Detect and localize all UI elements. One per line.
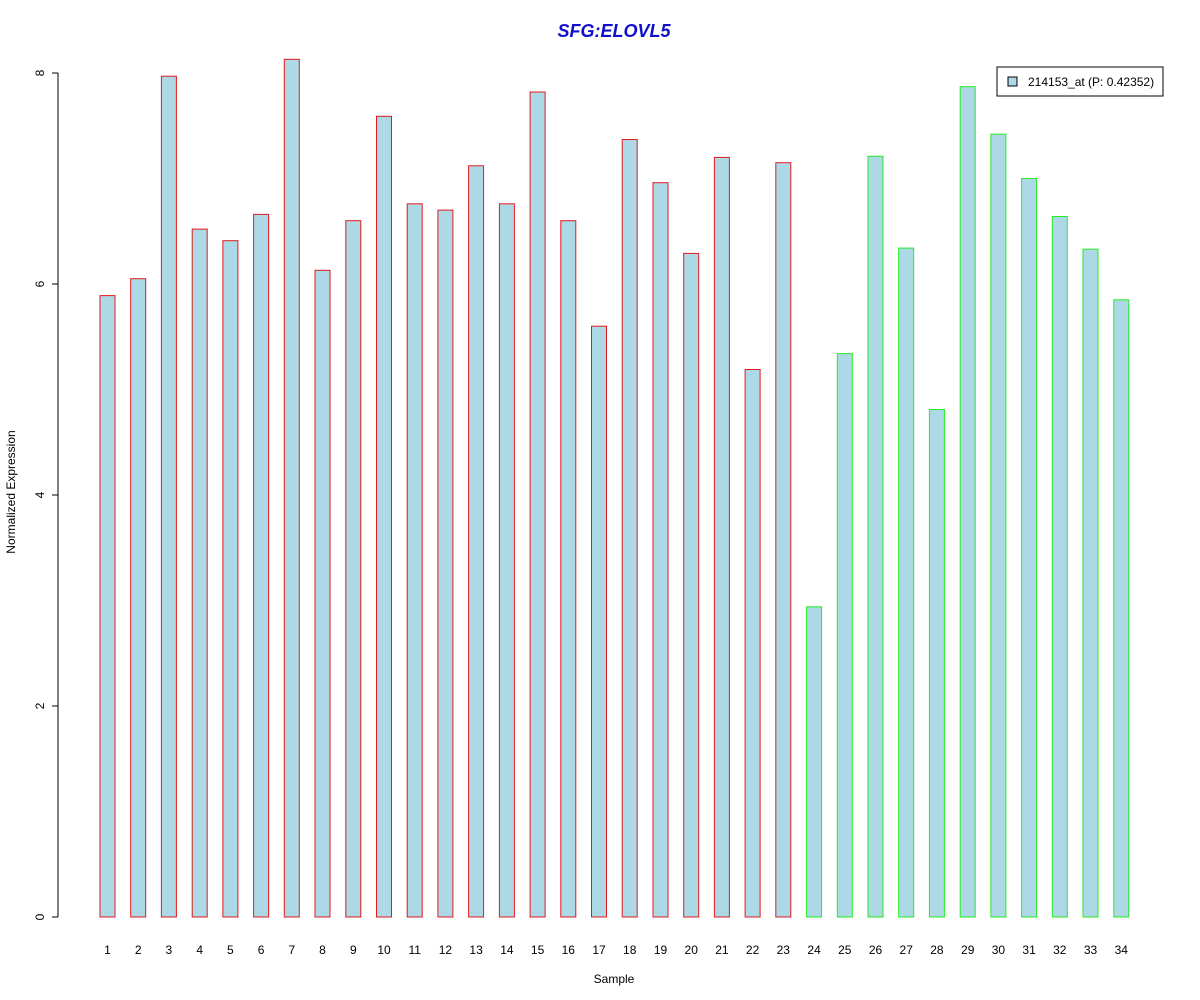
bar-sample-18 <box>621 139 638 918</box>
bar-sample-15 <box>529 91 546 918</box>
bar-sample-6 <box>253 213 270 918</box>
bar-sample-29 <box>959 86 976 918</box>
x-tick-label: 8 <box>319 943 326 957</box>
legend-box <box>996 66 1164 97</box>
x-tick-label: 29 <box>961 943 975 957</box>
legend-series-name: 214153_at (P: 0.42352) <box>1028 75 1154 89</box>
bar-sample-16 <box>560 220 577 918</box>
bar-sample-17 <box>591 325 607 918</box>
bar-sample-20 <box>683 252 700 918</box>
bar-sample-4 <box>191 228 208 918</box>
y-tick-label: 6 <box>33 280 47 287</box>
bar-sample-13 <box>468 165 485 918</box>
x-tick-label: 11 <box>408 943 421 957</box>
y-ticks: 0 2 4 6 8 <box>33 69 58 920</box>
bar-sample-32 <box>1051 216 1068 918</box>
x-axis-label: Sample <box>594 972 635 986</box>
x-tick-label: 17 <box>592 943 606 957</box>
bar-sample-12 <box>437 209 454 918</box>
bar-sample-5 <box>222 240 239 918</box>
bar-sample-3 <box>160 75 177 918</box>
bar-sample-11 <box>406 203 423 918</box>
chart-title: SFG:ELOVL5 <box>557 21 671 41</box>
x-tick-label: 4 <box>196 943 203 957</box>
x-tick-label: 30 <box>992 943 1006 957</box>
x-tick-label: 18 <box>623 943 637 957</box>
bar-sample-14 <box>498 203 515 918</box>
bar-sample-21 <box>713 156 730 918</box>
bar-sample-9 <box>345 220 362 918</box>
x-tick-label: 33 <box>1084 943 1098 957</box>
bar-sample-31 <box>1021 178 1038 918</box>
x-tick-label: 31 <box>1022 943 1036 957</box>
x-tick-label: 16 <box>562 943 576 957</box>
bar-sample-1 <box>99 295 116 918</box>
x-tick-label: 28 <box>930 943 944 957</box>
bar-sample-27 <box>898 247 915 918</box>
y-tick-label: 4 <box>33 491 47 498</box>
x-tick-label: 14 <box>500 943 514 957</box>
x-tick-labels: 1 2 3 4 5 6 7 8 9 10 11 12 13 14 15 16 17 18 19 20 21 22 23 24 2… <box>104 943 1128 957</box>
x-tick-label: 5 <box>227 943 234 957</box>
bar-sample-28 <box>928 409 945 918</box>
bar-sample-33 <box>1082 248 1099 918</box>
bar-sample-25 <box>836 353 853 918</box>
legend: 214153_at (P: 0.42352) <box>996 66 1164 97</box>
x-tick-label: 13 <box>469 943 483 957</box>
bar-sample-34 <box>1113 299 1130 918</box>
y-tick-label: 8 <box>33 69 47 76</box>
bar-sample-19 <box>652 182 669 918</box>
x-tick-label: 25 <box>838 943 852 957</box>
x-tick-label: 32 <box>1053 943 1067 957</box>
bar-sample-30 <box>990 133 1007 918</box>
x-tick-label: 2 <box>135 943 142 957</box>
x-tick-label: 21 <box>715 943 729 957</box>
x-tick-label: 6 <box>258 943 265 957</box>
x-tick-label: 3 <box>166 943 173 957</box>
x-tick-label: 7 <box>288 943 295 957</box>
x-tick-label: 20 <box>685 943 699 957</box>
x-tick-label: 19 <box>654 943 668 957</box>
y-axis-label: Normalized Expression <box>4 430 18 553</box>
bar-sample-10 <box>376 115 392 918</box>
bar-sample-7 <box>283 58 300 918</box>
bar-sample-24 <box>806 606 823 918</box>
x-tick-label: 24 <box>807 943 821 957</box>
legend-swatch <box>1007 76 1018 87</box>
bar-sample-8 <box>314 269 331 918</box>
bar-sample-23 <box>775 162 792 918</box>
y-tick-label: 0 <box>33 913 47 920</box>
x-tick-label: 9 <box>350 943 357 957</box>
bar-sample-22 <box>744 369 761 918</box>
x-tick-label: 15 <box>531 943 545 957</box>
y-tick-label: 2 <box>33 702 47 709</box>
y-axis: 0 2 4 6 8 <box>33 69 59 920</box>
bars <box>99 58 1130 918</box>
x-tick-label: 12 <box>439 943 453 957</box>
x-tick-label: 26 <box>869 943 883 957</box>
x-tick-label: 27 <box>900 943 914 957</box>
x-tick-label: 34 <box>1115 943 1129 957</box>
bar-sample-26 <box>867 155 884 918</box>
x-tick-label: 1 <box>104 943 111 957</box>
x-tick-label: 10 <box>377 943 391 957</box>
bar-sample-2 <box>130 278 147 918</box>
x-tick-label: 23 <box>777 943 791 957</box>
x-tick-label: 22 <box>746 943 760 957</box>
